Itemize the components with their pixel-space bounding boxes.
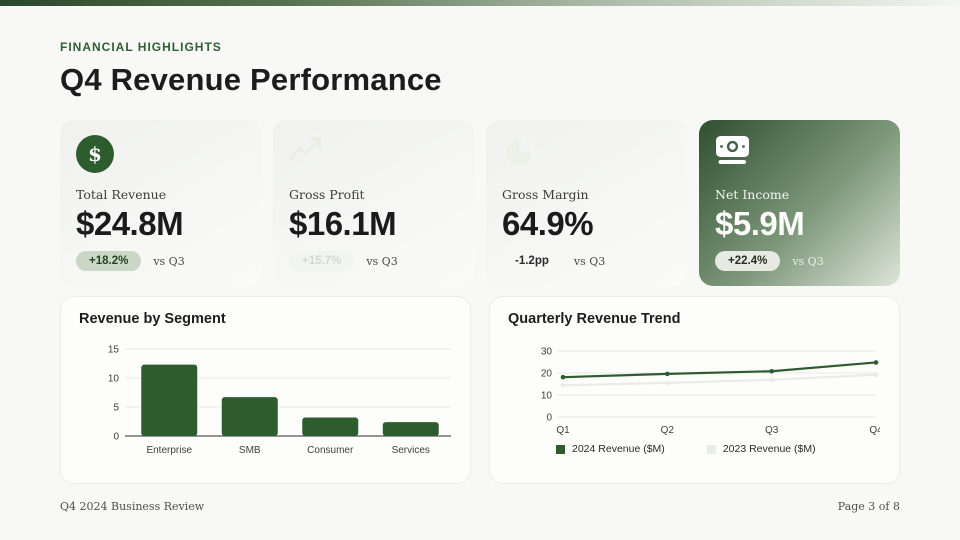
kpi-card-total-revenue: $ Total Revenue $24.8M +18.2% vs Q3: [60, 120, 261, 287]
svg-text:Enterprise: Enterprise: [146, 445, 192, 456]
svg-text:5: 5: [113, 403, 119, 414]
svg-text:Q4: Q4: [869, 425, 880, 436]
kpi-label: Net Income: [715, 187, 790, 202]
legend-item: 2024 Revenue ($M): [556, 443, 665, 455]
svg-text:10: 10: [108, 374, 120, 385]
svg-text:30: 30: [541, 347, 553, 358]
svg-text:Services: Services: [392, 445, 430, 456]
kpi-delta-row: -1.2pp vs Q3: [502, 251, 671, 271]
kpi-value: $24.8M: [76, 205, 184, 242]
delta-note: vs Q3: [366, 254, 398, 268]
kpi-label: Total Revenue: [76, 187, 167, 202]
svg-text:Q3: Q3: [765, 425, 779, 436]
segment-bar-chart: 0 5 10 15 Enterprise SMB Consumer Services: [108, 345, 451, 456]
trending-up-icon: [289, 135, 458, 175]
delta-note: vs Q3: [792, 254, 824, 268]
delta-badge: +15.7%: [289, 251, 355, 272]
trend-legend: 2024 Revenue ($M) 2023 Revenue ($M): [556, 443, 899, 455]
top-accent-bar: [0, 0, 960, 6]
charts-row: Revenue by Segment 0 5 10 15 Enterprise SMB Co…: [60, 296, 900, 484]
pie-chart-icon: [502, 135, 671, 175]
svg-text:0: 0: [546, 413, 552, 424]
svg-text:20: 20: [541, 369, 553, 380]
chart-title: Revenue by Segment: [79, 311, 226, 327]
footer-left: Q4 2024 Business Review: [60, 500, 205, 513]
legend-swatch: [706, 444, 716, 454]
kpi-card-net-income: Net Income $5.9M +22.4% vs Q3: [699, 120, 900, 287]
svg-text:Q1: Q1: [556, 425, 570, 436]
kpi-label: Gross Margin: [502, 187, 589, 202]
trend-line-chart-card: Quarterly Revenue Trend 0102030Q1Q2Q3Q4 …: [489, 296, 900, 484]
kpi-label: Gross Profit: [289, 187, 365, 202]
kpi-delta-row: +15.7% vs Q3: [289, 251, 458, 272]
svg-text:10: 10: [541, 391, 553, 402]
slide-content: FINANCIAL HIGHLIGHTS Q4 Revenue Performa…: [0, 40, 960, 484]
page-title: Q4 Revenue Performance: [60, 62, 442, 97]
svg-text:Consumer: Consumer: [307, 445, 354, 456]
legend-label: 2024 Revenue ($M): [572, 443, 665, 455]
dollar-circle-icon: $: [76, 135, 245, 175]
segment-bar-chart-card: Revenue by Segment 0 5 10 15 Enterprise SMB Co…: [60, 296, 471, 484]
delta-badge: -1.2pp: [515, 255, 549, 268]
kpi-value: $16.1M: [289, 205, 397, 242]
svg-text:15: 15: [108, 345, 120, 356]
footer-right: Page 3 of 8: [837, 500, 900, 513]
kpi-delta-row: +22.4% vs Q3: [715, 251, 884, 272]
legend-swatch: [556, 444, 565, 454]
legend-item: 2023 Revenue ($M): [706, 443, 816, 455]
svg-text:Q2: Q2: [661, 425, 675, 436]
footer: Q4 2024 Business Review Page 3 of 8: [0, 500, 960, 513]
legend-label: 2023 Revenue ($M): [722, 443, 816, 455]
kpi-value: 64.9%: [502, 205, 594, 242]
kpi-value: $5.9M: [715, 205, 805, 242]
svg-text:0: 0: [113, 432, 119, 443]
banknote-icon: [715, 135, 884, 175]
kpi-card-gross-profit: Gross Profit $16.1M +15.7% vs Q3: [273, 120, 474, 287]
chart-title: Quarterly Revenue Trend: [508, 311, 681, 327]
delta-badge: +18.2%: [76, 251, 142, 272]
delta-badge: +22.4%: [715, 251, 781, 272]
kpi-delta-row: +18.2% vs Q3: [76, 251, 245, 272]
kpi-card-gross-margin: Gross Margin 64.9% -1.2pp vs Q3: [486, 120, 687, 287]
delta-note: vs Q3: [573, 254, 606, 268]
svg-text:SMB: SMB: [239, 445, 261, 456]
section-eyebrow: FINANCIAL HIGHLIGHTS: [60, 40, 222, 54]
kpi-grid: $ Total Revenue $24.8M +18.2% vs Q3 Gros…: [60, 120, 900, 287]
trend-line-chart: 0 10 20 30 Q1 Q2 Q3 Q4: [541, 347, 880, 437]
delta-note: vs Q3: [153, 254, 185, 268]
